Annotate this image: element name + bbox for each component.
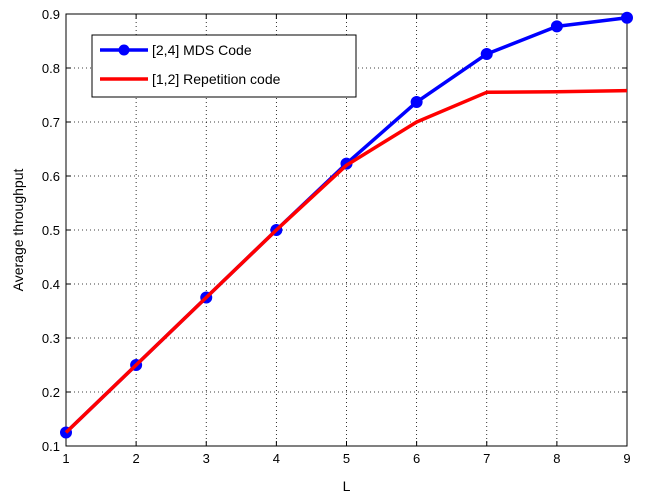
legend: [2,4] MDS Code [1,2] Repetition code <box>91 34 357 98</box>
data-point <box>621 11 633 24</box>
series-2 <box>64 88 628 434</box>
x-axis-title: L <box>343 478 351 494</box>
y-tick-label: 0.7 <box>42 115 60 130</box>
y-tick-label: 0.2 <box>42 385 60 400</box>
legend-label: [2,4] MDS Code <box>152 42 252 58</box>
data-point <box>410 96 423 109</box>
y-tick-label: 0.3 <box>42 331 60 346</box>
y-tick-label: 0.5 <box>42 223 60 238</box>
legend-item: [2,4] MDS Code <box>100 42 252 58</box>
y-tick-label: 0.6 <box>42 169 60 184</box>
y-tick-label: 0.4 <box>42 277 60 292</box>
x-tick-label: 6 <box>413 451 420 466</box>
series-line <box>64 88 628 434</box>
y-axis-title: Average throughput <box>10 169 26 292</box>
legend-item: [1,2] Repetition code <box>100 71 281 87</box>
x-tick-label: 8 <box>553 451 560 466</box>
legend-box <box>91 34 357 98</box>
legend-swatch-marker <box>118 44 130 56</box>
x-tick-label: 5 <box>343 451 350 466</box>
axis-ticks: 1 2 3 4 5 6 7 8 9 0.1 0.2 0.3 0.4 0.5 0.6 0.7 0.8 0.9 <box>42 7 631 466</box>
data-point <box>480 47 493 60</box>
y-tick-label: 0.1 <box>42 439 60 454</box>
y-tick-label: 0.8 <box>42 61 60 76</box>
series-layer <box>60 11 633 439</box>
x-tick-label: 4 <box>273 451 280 466</box>
x-tick-label: 9 <box>623 451 630 466</box>
x-tick-label: 7 <box>483 451 490 466</box>
x-tick-label: 1 <box>62 451 69 466</box>
x-tick-label: 2 <box>133 451 140 466</box>
x-tick-label: 3 <box>203 451 210 466</box>
y-tick-label: 0.9 <box>42 7 60 22</box>
data-point <box>550 20 563 33</box>
legend-label: [1,2] Repetition code <box>152 71 281 87</box>
